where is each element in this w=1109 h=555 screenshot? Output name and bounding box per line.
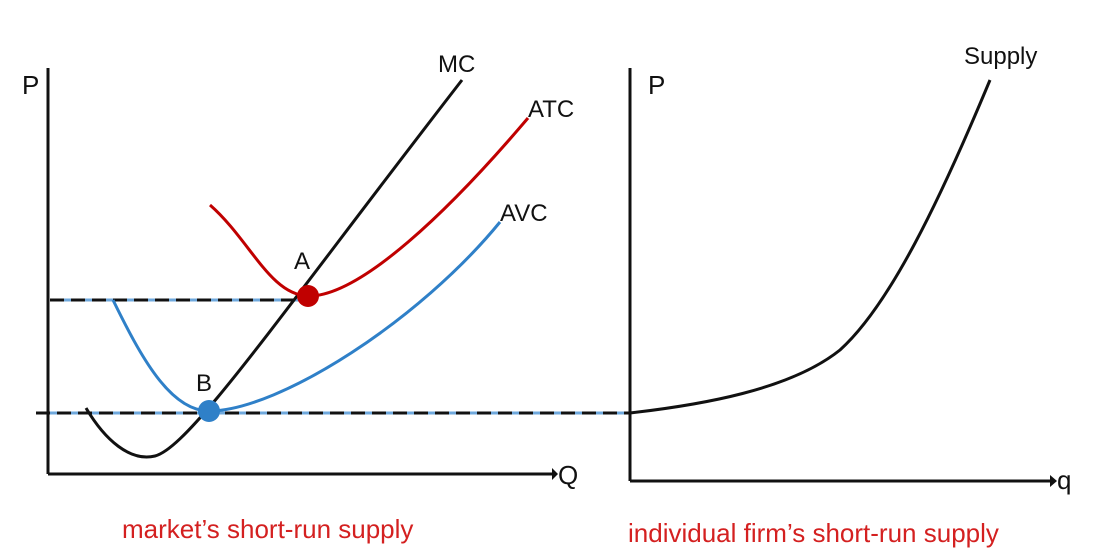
point-a-marker [297, 285, 319, 307]
right-y-axis-label: P [648, 70, 665, 100]
left-caption: market’s short-run supply [122, 514, 413, 544]
right-x-axis-arrowhead [1050, 475, 1057, 487]
point-a-label: A [294, 248, 310, 275]
mc-curve [84, 79, 464, 459]
right-x-axis-label: q [1057, 465, 1071, 495]
left-panel: P Q MC ATC AVC A B market’s short-run su… [22, 51, 630, 544]
left-x-axis-arrowhead [552, 468, 558, 480]
avc-curve [111, 221, 502, 413]
avc-label: AVC [500, 200, 548, 227]
point-b-label: B [196, 370, 212, 397]
right-panel: P q Supply individual firm’s short-run s… [628, 43, 1071, 548]
atc-label: ATC [528, 96, 574, 123]
point-b-marker [198, 400, 220, 422]
atc-curve [209, 117, 530, 298]
left-y-axis-label: P [22, 70, 39, 100]
left-x-axis-label: Q [558, 460, 578, 490]
right-caption: individual firm’s short-run supply [628, 518, 999, 548]
supply-curve [629, 79, 992, 415]
mc-label: MC [438, 51, 475, 78]
supply-label: Supply [964, 43, 1037, 70]
